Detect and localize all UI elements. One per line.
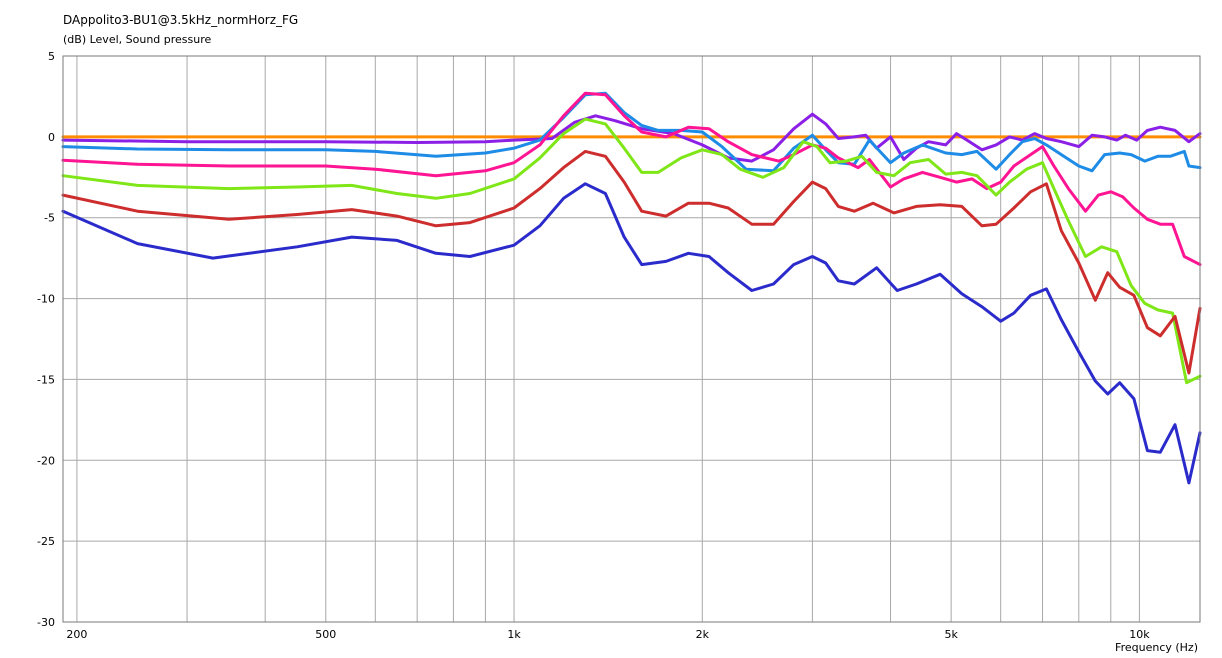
series-line-6 bbox=[61, 149, 1202, 375]
x-axis-ticks: 200 500 1k 2k 5k 10k bbox=[66, 628, 1150, 641]
y-tick-label: -20 bbox=[37, 454, 55, 467]
plot-frame bbox=[62, 55, 1201, 623]
x-tick-label: 1k bbox=[507, 628, 521, 641]
y-axis-ticks: 5 0 -5 -10 -15 -20 -25 -30 bbox=[37, 50, 55, 629]
x-tick-label: 2k bbox=[696, 628, 710, 641]
y-tick-label: -10 bbox=[37, 293, 55, 306]
y-tick-label: 0 bbox=[48, 131, 55, 144]
x-tick-label: 500 bbox=[315, 628, 336, 641]
series-line-7 bbox=[61, 182, 1202, 485]
y-tick-label: 5 bbox=[48, 50, 55, 63]
series-line-2 bbox=[61, 112, 1202, 163]
y-axis-label: (dB) Level, Sound pressure bbox=[63, 33, 212, 46]
x-axis-label: Frequency (Hz) bbox=[1115, 641, 1198, 654]
series-line-5 bbox=[61, 117, 1202, 385]
y-tick-label: -25 bbox=[37, 535, 55, 548]
y-tick-label: -5 bbox=[44, 212, 55, 225]
x-tick-label: 200 bbox=[66, 628, 87, 641]
x-tick-label: 5k bbox=[944, 628, 958, 641]
series-line-4 bbox=[61, 91, 1202, 267]
x-tick-label: 10k bbox=[1129, 628, 1150, 641]
chart-title: DAppolito3-BU1@3.5kHz_normHorz_FG bbox=[63, 13, 298, 27]
y-tick-label: -30 bbox=[37, 616, 55, 629]
y-tick-label: -15 bbox=[37, 373, 55, 386]
series-layer bbox=[61, 91, 1202, 485]
